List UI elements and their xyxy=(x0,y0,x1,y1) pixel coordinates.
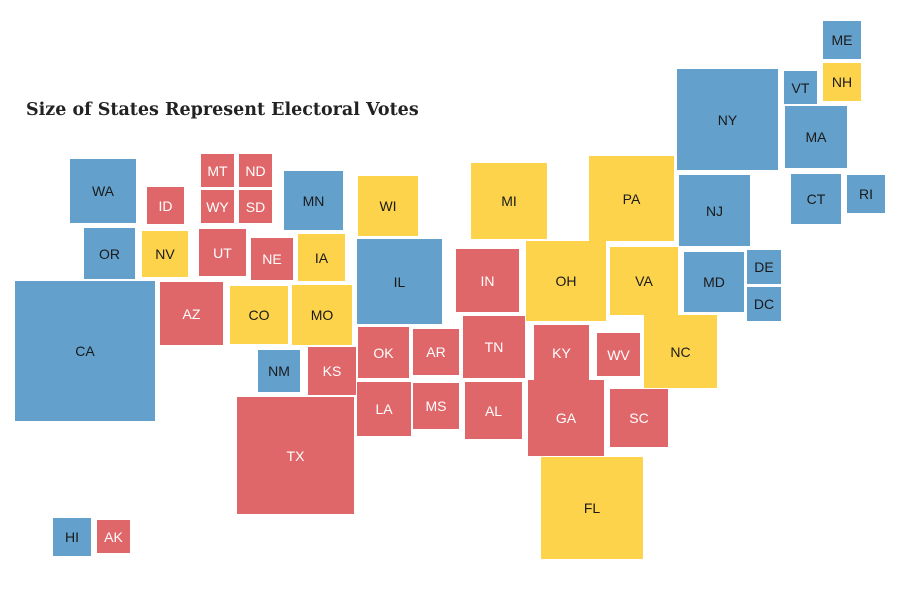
state-tile-tx: TX xyxy=(237,397,354,514)
state-tile-wy: WY xyxy=(201,190,234,223)
state-tile-ri: RI xyxy=(847,175,885,213)
state-tile-vt: VT xyxy=(784,71,817,104)
state-tile-de: DE xyxy=(747,250,781,284)
state-tile-hi: HI xyxy=(53,518,91,556)
state-tile-ak: AK xyxy=(97,520,130,553)
state-tile-ne: NE xyxy=(251,238,293,280)
state-tile-va: VA xyxy=(610,247,678,315)
state-tile-sd: SD xyxy=(239,190,272,223)
state-tile-oh: OH xyxy=(526,241,606,321)
state-tile-nh: NH xyxy=(823,63,861,101)
state-tile-co: CO xyxy=(230,286,288,344)
state-tile-ma: MA xyxy=(785,106,847,168)
state-tile-nm: NM xyxy=(258,350,300,392)
state-tile-wv: WV xyxy=(597,333,640,376)
state-tile-fl: FL xyxy=(541,457,643,559)
state-tile-ar: AR xyxy=(413,329,459,375)
state-tile-mi: MI xyxy=(471,163,547,239)
state-tile-id: ID xyxy=(147,187,184,224)
state-tile-tn: TN xyxy=(463,316,525,378)
state-tile-wi: WI xyxy=(358,176,418,236)
state-tile-ms: MS xyxy=(413,383,459,429)
state-tile-me: ME xyxy=(823,21,861,59)
state-tile-ga: GA xyxy=(528,380,604,456)
state-tile-or: OR xyxy=(84,228,135,279)
state-tile-nc: NC xyxy=(644,315,717,388)
state-tile-nd: ND xyxy=(239,154,272,187)
chart-title: Size of States Represent Electoral Votes xyxy=(26,100,419,120)
state-tile-ky: KY xyxy=(534,325,589,380)
state-tile-nv: NV xyxy=(142,231,188,277)
state-tile-ct: CT xyxy=(791,174,841,224)
state-tile-sc: SC xyxy=(610,389,668,447)
state-tile-pa: PA xyxy=(589,156,674,241)
state-tile-mt: MT xyxy=(201,154,234,187)
state-tile-mn: MN xyxy=(284,171,343,230)
state-tile-il: IL xyxy=(357,239,442,324)
state-tile-dc: DC xyxy=(747,287,781,321)
state-tile-ks: KS xyxy=(308,347,356,395)
state-tile-nj: NJ xyxy=(679,175,750,246)
state-tile-wa: WA xyxy=(70,159,136,223)
state-tile-md: MD xyxy=(684,252,744,312)
state-tile-al: AL xyxy=(465,382,522,439)
state-tile-ca: CA xyxy=(15,281,155,421)
state-tile-in: IN xyxy=(456,249,519,312)
state-tile-mo: MO xyxy=(292,285,352,345)
state-tile-la: LA xyxy=(357,382,411,436)
state-tile-ia: IA xyxy=(298,234,345,281)
state-tile-ok: OK xyxy=(358,327,409,378)
state-tile-ny: NY xyxy=(677,69,778,170)
state-tile-ut: UT xyxy=(199,229,246,276)
state-tile-az: AZ xyxy=(160,282,223,345)
